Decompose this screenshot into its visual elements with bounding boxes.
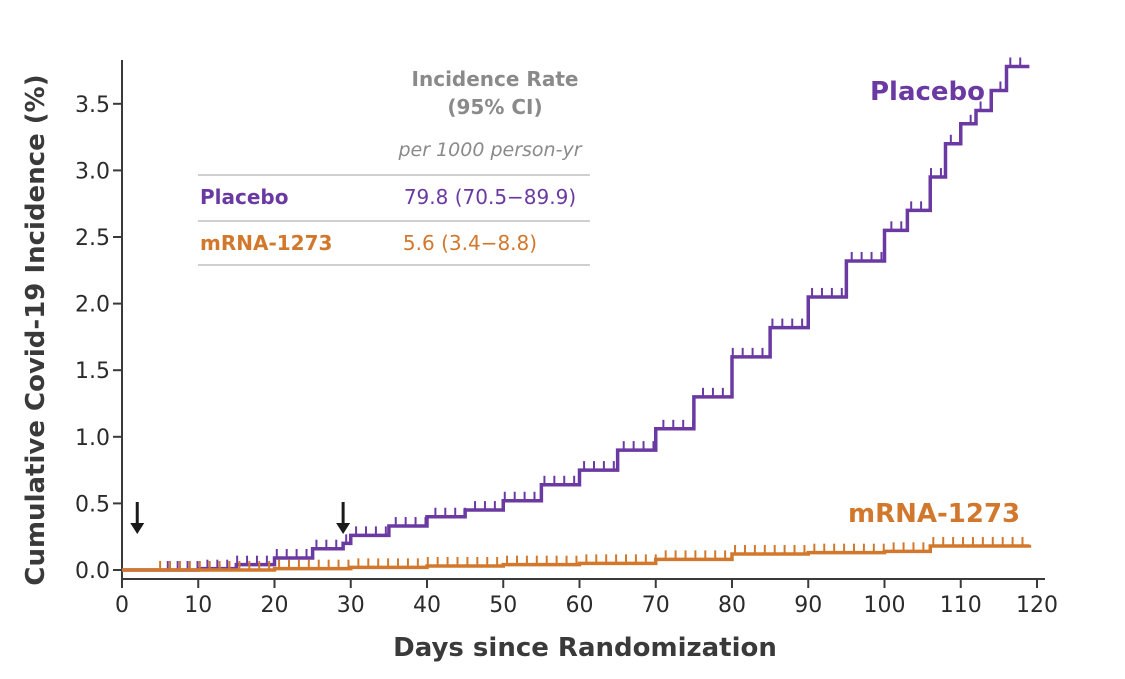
y-tick-label: 3.5 xyxy=(75,93,110,118)
x-tick-label: 50 xyxy=(489,593,517,618)
x-tick-label: 120 xyxy=(1016,593,1058,618)
table-row-value-placebo: 79.8 (70.5−89.9) xyxy=(404,185,576,209)
x-tick-label: 100 xyxy=(864,593,906,618)
censor-marks-mrna-1273 xyxy=(159,537,1024,570)
x-tick-label: 40 xyxy=(413,593,441,618)
x-axis-ticks: 0 10 20 30 40 50 60 70 80 90 100 110 120 xyxy=(115,579,1058,618)
y-tick-label: 0.5 xyxy=(75,492,110,517)
y-axis-ticks: 0.0 0.5 1.0 1.5 2.0 2.5 3.0 3.5 xyxy=(75,93,122,584)
y-tick-label: 0.0 xyxy=(75,559,110,584)
x-tick-label: 90 xyxy=(794,593,822,618)
x-axis-title: Days since Randomization xyxy=(393,633,777,663)
y-tick-label: 1.0 xyxy=(75,426,110,451)
censor-marks-placebo xyxy=(166,57,1022,570)
y-tick-label: 1.5 xyxy=(75,359,110,384)
series-line-placebo xyxy=(122,64,1030,572)
table-header-line1: Incidence Rate xyxy=(412,67,579,91)
series-label-placebo: Placebo xyxy=(870,77,985,107)
y-tick-label: 2.5 xyxy=(75,226,110,251)
table-row-name-placebo: Placebo xyxy=(200,185,289,209)
table-subheader: per 1000 person-yr xyxy=(397,139,582,161)
x-tick-label: 0 xyxy=(115,593,129,618)
x-tick-label: 60 xyxy=(566,593,594,618)
annotation-arrows xyxy=(130,502,351,534)
series-label-mrna-1273: mRNA-1273 xyxy=(848,499,1020,529)
x-tick-label: 80 xyxy=(718,593,746,618)
x-tick-label: 70 xyxy=(642,593,670,618)
x-tick-label: 30 xyxy=(337,593,365,618)
arrow-down-icon xyxy=(130,523,145,534)
series-layer xyxy=(122,57,1032,572)
y-axis-title: Cumulative Covid-19 Incidence (%) xyxy=(21,74,51,585)
table-header-line2: (95% CI) xyxy=(447,95,542,119)
y-tick-label: 2.0 xyxy=(75,293,110,318)
x-tick-label: 110 xyxy=(940,593,982,618)
table-row-name-mrna-1273: mRNA-1273 xyxy=(200,231,332,255)
incidence-rate-table: Incidence Rate (95% CI) per 1000 person-… xyxy=(198,67,590,266)
table-row-value-mrna-1273: 5.6 (3.4−8.8) xyxy=(403,231,537,255)
y-tick-label: 3.0 xyxy=(75,159,110,184)
x-tick-label: 20 xyxy=(261,593,289,618)
x-tick-label: 10 xyxy=(184,593,212,618)
arrow-down-icon xyxy=(336,523,351,534)
